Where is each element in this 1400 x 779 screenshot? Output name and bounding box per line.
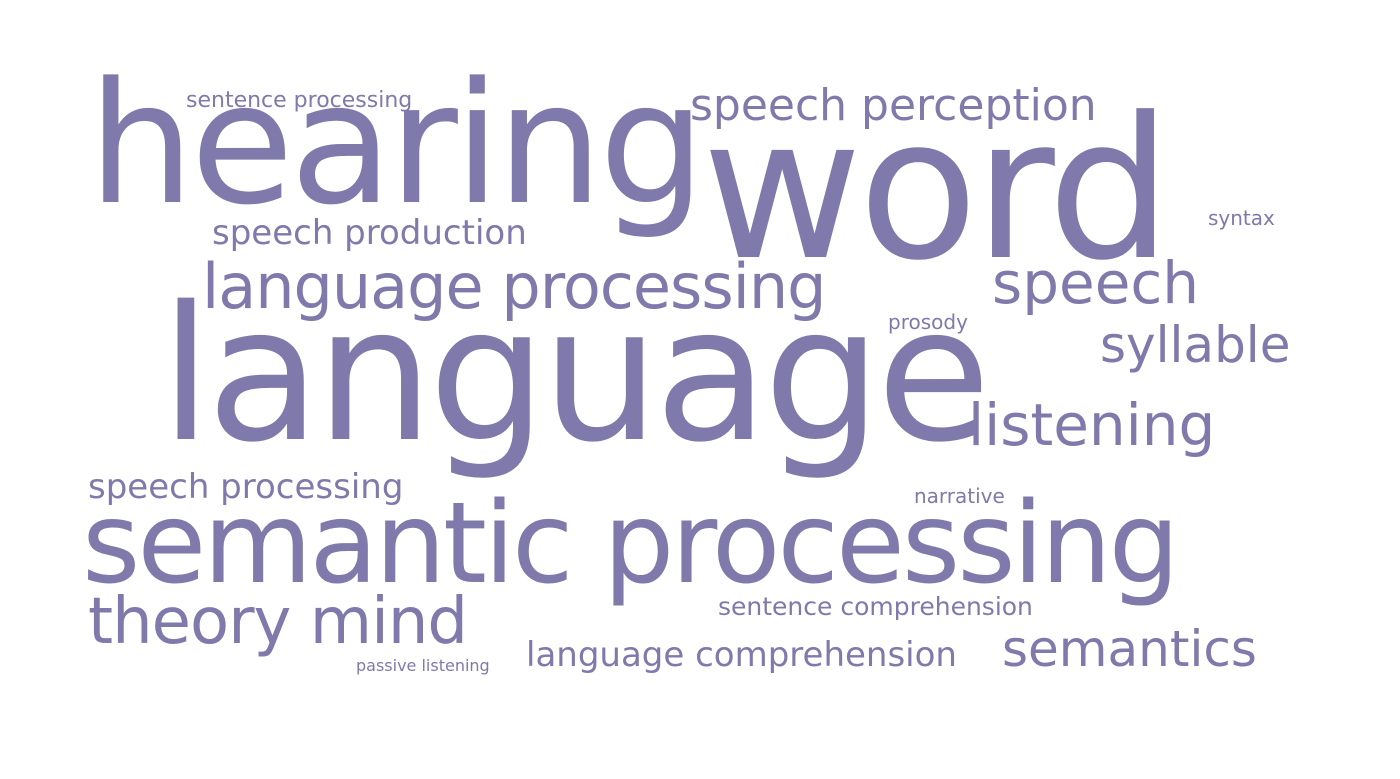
word-language-comprehension: language comprehension: [526, 635, 957, 675]
word-speech-production: speech production: [212, 213, 527, 253]
word-theory-mind: theory mind: [88, 585, 468, 659]
word-semantics: semantics: [1002, 620, 1257, 678]
word-narrative: narrative: [914, 484, 1005, 508]
word-syllable: syllable: [1100, 316, 1291, 374]
word-speech: speech: [992, 249, 1200, 317]
word-language: language: [160, 266, 991, 483]
word-word: word: [702, 76, 1172, 304]
word-sentence-processing: sentence processing: [186, 88, 413, 113]
word-language-processing: language processing: [202, 250, 826, 323]
word-semantic-processing: semantic processing: [82, 479, 1180, 609]
word-hearing: hearing: [88, 46, 706, 242]
word-prosody: prosody: [888, 310, 968, 334]
word-passive-listening: passive listening: [356, 656, 490, 675]
word-speech-processing: speech processing: [88, 467, 404, 507]
word-listening: listening: [968, 391, 1216, 459]
word-sentence-comprehension: sentence comprehension: [718, 592, 1033, 621]
word-speech-perception: speech perception: [690, 80, 1097, 131]
word-syntax: syntax: [1208, 206, 1275, 230]
